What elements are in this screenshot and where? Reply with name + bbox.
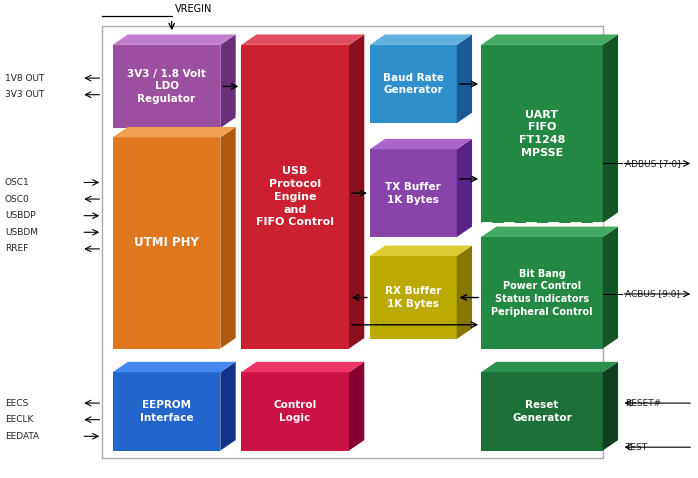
Text: Bit Bang
Power Control
Status Indicators
Peripheral Control: Bit Bang Power Control Status Indicators…: [491, 269, 593, 317]
Polygon shape: [481, 34, 618, 45]
Polygon shape: [221, 362, 236, 451]
Text: EEPROM
Interface: EEPROM Interface: [140, 400, 193, 423]
Text: RX Buffer
1K Bytes: RX Buffer 1K Bytes: [385, 286, 442, 309]
Polygon shape: [349, 34, 364, 348]
Text: USBDM: USBDM: [5, 228, 38, 237]
Text: RREF: RREF: [5, 244, 28, 253]
Text: UTMI PHY: UTMI PHY: [134, 237, 199, 250]
Text: 1V8 OUT: 1V8 OUT: [5, 74, 44, 83]
Polygon shape: [456, 34, 472, 123]
Text: RESET#: RESET#: [625, 399, 661, 408]
Text: USBDP: USBDP: [5, 211, 36, 220]
Text: ADBUS [7:0]: ADBUS [7:0]: [625, 159, 681, 168]
Text: TEST: TEST: [625, 443, 647, 452]
Polygon shape: [603, 227, 618, 348]
Polygon shape: [349, 362, 364, 451]
Text: 3V3 / 1.8 Volt
LDO
Regulator: 3V3 / 1.8 Volt LDO Regulator: [127, 69, 206, 104]
Polygon shape: [112, 372, 221, 451]
Text: 3V3 OUT: 3V3 OUT: [5, 90, 44, 99]
Polygon shape: [242, 45, 349, 348]
Text: EEDATA: EEDATA: [5, 432, 39, 441]
Polygon shape: [456, 246, 472, 339]
Polygon shape: [370, 45, 456, 123]
Polygon shape: [370, 34, 472, 45]
Text: UART
FIFO
FT1248
MPSSE: UART FIFO FT1248 MPSSE: [519, 109, 565, 158]
Polygon shape: [242, 34, 364, 45]
Polygon shape: [370, 149, 456, 237]
Text: ACBUS [9:0]: ACBUS [9:0]: [625, 290, 680, 298]
Polygon shape: [481, 45, 603, 223]
Polygon shape: [112, 127, 236, 137]
Polygon shape: [456, 139, 472, 237]
Polygon shape: [481, 227, 618, 237]
Polygon shape: [221, 127, 236, 348]
Polygon shape: [112, 137, 221, 348]
Polygon shape: [603, 34, 618, 223]
Text: Baud Rate
Generator: Baud Rate Generator: [383, 73, 444, 96]
Polygon shape: [221, 34, 236, 128]
Text: OSC0: OSC0: [5, 195, 29, 204]
Text: Control
Logic: Control Logic: [274, 400, 317, 423]
Polygon shape: [112, 362, 236, 372]
Polygon shape: [370, 246, 472, 256]
Polygon shape: [481, 237, 603, 348]
Text: OSC1: OSC1: [5, 178, 29, 187]
Polygon shape: [102, 26, 603, 457]
Text: EECLK: EECLK: [5, 415, 34, 424]
Polygon shape: [481, 362, 618, 372]
Polygon shape: [242, 362, 364, 372]
Polygon shape: [481, 372, 603, 451]
Polygon shape: [370, 256, 456, 339]
Polygon shape: [370, 139, 472, 149]
Polygon shape: [242, 372, 349, 451]
Text: Reset
Generator: Reset Generator: [512, 400, 572, 423]
Text: VREGIN: VREGIN: [175, 4, 213, 14]
Text: EECS: EECS: [5, 399, 28, 408]
Polygon shape: [112, 34, 236, 45]
Polygon shape: [603, 362, 618, 451]
Text: TX Buffer
1K Bytes: TX Buffer 1K Bytes: [385, 182, 441, 205]
Polygon shape: [112, 45, 221, 128]
Text: USB
Protocol
Engine
and
FIFO Control: USB Protocol Engine and FIFO Control: [256, 166, 334, 228]
